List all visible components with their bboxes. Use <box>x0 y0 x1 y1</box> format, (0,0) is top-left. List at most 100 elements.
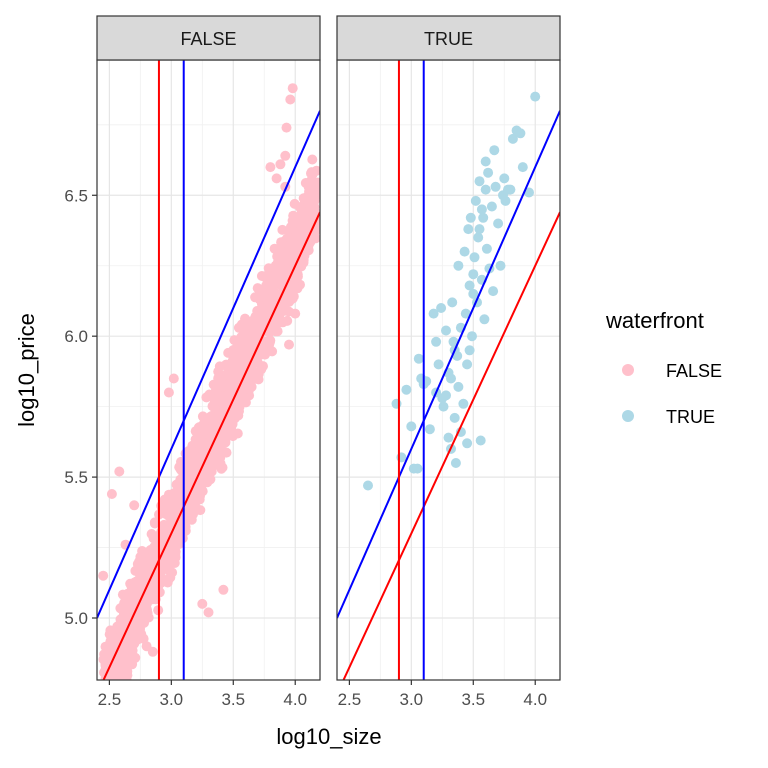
data-point <box>453 260 464 271</box>
data-point <box>391 398 402 409</box>
data-point <box>159 519 169 530</box>
data-point <box>199 467 210 478</box>
data-point <box>177 493 188 504</box>
data-point <box>122 670 133 680</box>
data-point <box>474 224 485 235</box>
data-point <box>307 154 318 165</box>
data-point <box>413 353 424 364</box>
data-point <box>463 224 474 235</box>
legend: waterfront FALSE TRUE <box>605 308 722 427</box>
data-point <box>122 650 133 661</box>
data-point <box>490 181 501 192</box>
data-point <box>134 556 145 567</box>
data-point <box>467 331 477 342</box>
data-point <box>103 681 113 691</box>
data-point <box>126 635 137 646</box>
data-point <box>281 122 292 133</box>
data-point <box>303 197 314 208</box>
regression-line <box>337 110 560 619</box>
data-point <box>441 325 451 336</box>
legend-key <box>622 364 634 376</box>
data-point <box>203 607 214 618</box>
x-tick-label: 4.0 <box>283 690 307 709</box>
data-point <box>446 373 456 384</box>
data-point <box>499 173 510 184</box>
data-point <box>180 503 191 514</box>
data-point <box>134 615 145 626</box>
y-axis-title: log10_price <box>14 313 39 427</box>
data-point <box>211 384 221 395</box>
regression-line <box>342 211 560 680</box>
data-point <box>191 490 202 501</box>
data-point <box>197 598 208 609</box>
data-point <box>480 156 491 167</box>
data-point <box>218 584 229 595</box>
data-point <box>470 195 481 206</box>
data-point <box>159 559 170 570</box>
data-point <box>254 285 265 296</box>
data-point <box>232 428 243 439</box>
data-point <box>104 711 114 721</box>
data-point <box>294 241 304 252</box>
data-point <box>480 184 491 195</box>
data-point <box>256 271 267 281</box>
y-tick-label: 5.0 <box>64 609 88 628</box>
data-point <box>515 128 526 139</box>
data-point <box>121 661 132 671</box>
data-point <box>192 437 202 448</box>
data-point <box>285 94 296 105</box>
data-point <box>287 83 298 94</box>
y-tick-label: 6.5 <box>64 186 88 205</box>
data-point <box>396 452 407 463</box>
data-point <box>453 381 464 392</box>
data-point <box>265 162 276 173</box>
facet-panel-true: TRUE 2.5 3.0 3.5 4.0 <box>336 15 561 709</box>
data-point <box>155 570 166 581</box>
data-point <box>190 426 201 437</box>
data-point <box>222 430 233 441</box>
data-point <box>105 635 116 646</box>
data-point <box>140 601 151 611</box>
data-point <box>479 314 490 325</box>
data-point <box>436 303 447 313</box>
data-point <box>406 421 417 432</box>
data-point <box>284 339 294 350</box>
y-tick-label: 5.5 <box>64 468 88 487</box>
data-point <box>214 449 225 460</box>
data-point <box>119 641 130 652</box>
data-point <box>500 195 511 206</box>
data-point <box>220 369 231 380</box>
data-point <box>239 331 250 342</box>
data-point <box>163 387 174 398</box>
data-point <box>201 424 212 435</box>
data-point <box>438 401 449 412</box>
data-point <box>148 533 159 544</box>
data-point <box>137 546 148 556</box>
data-point <box>401 384 412 395</box>
legend-title: waterfront <box>605 308 704 333</box>
facet-strip-label: FALSE <box>180 29 236 49</box>
data-point <box>233 368 244 379</box>
data-layer <box>97 60 320 725</box>
y-tick-label: 6.0 <box>64 327 88 346</box>
data-point <box>284 248 295 259</box>
data-point <box>478 212 489 223</box>
data-point <box>462 438 473 449</box>
data-point <box>102 679 108 680</box>
data-point <box>267 300 277 311</box>
data-point <box>483 167 494 178</box>
data-point <box>488 286 499 297</box>
data-point <box>166 498 177 509</box>
data-point <box>162 577 173 588</box>
data-point <box>99 715 109 725</box>
data-point <box>517 162 528 173</box>
data-point <box>412 463 423 474</box>
data-point <box>448 336 459 347</box>
data-point <box>250 353 260 364</box>
data-point <box>183 512 193 523</box>
data-point <box>459 246 470 257</box>
legend-key <box>622 410 634 422</box>
data-point <box>473 232 484 243</box>
data-point <box>173 480 184 491</box>
data-point <box>202 414 213 425</box>
